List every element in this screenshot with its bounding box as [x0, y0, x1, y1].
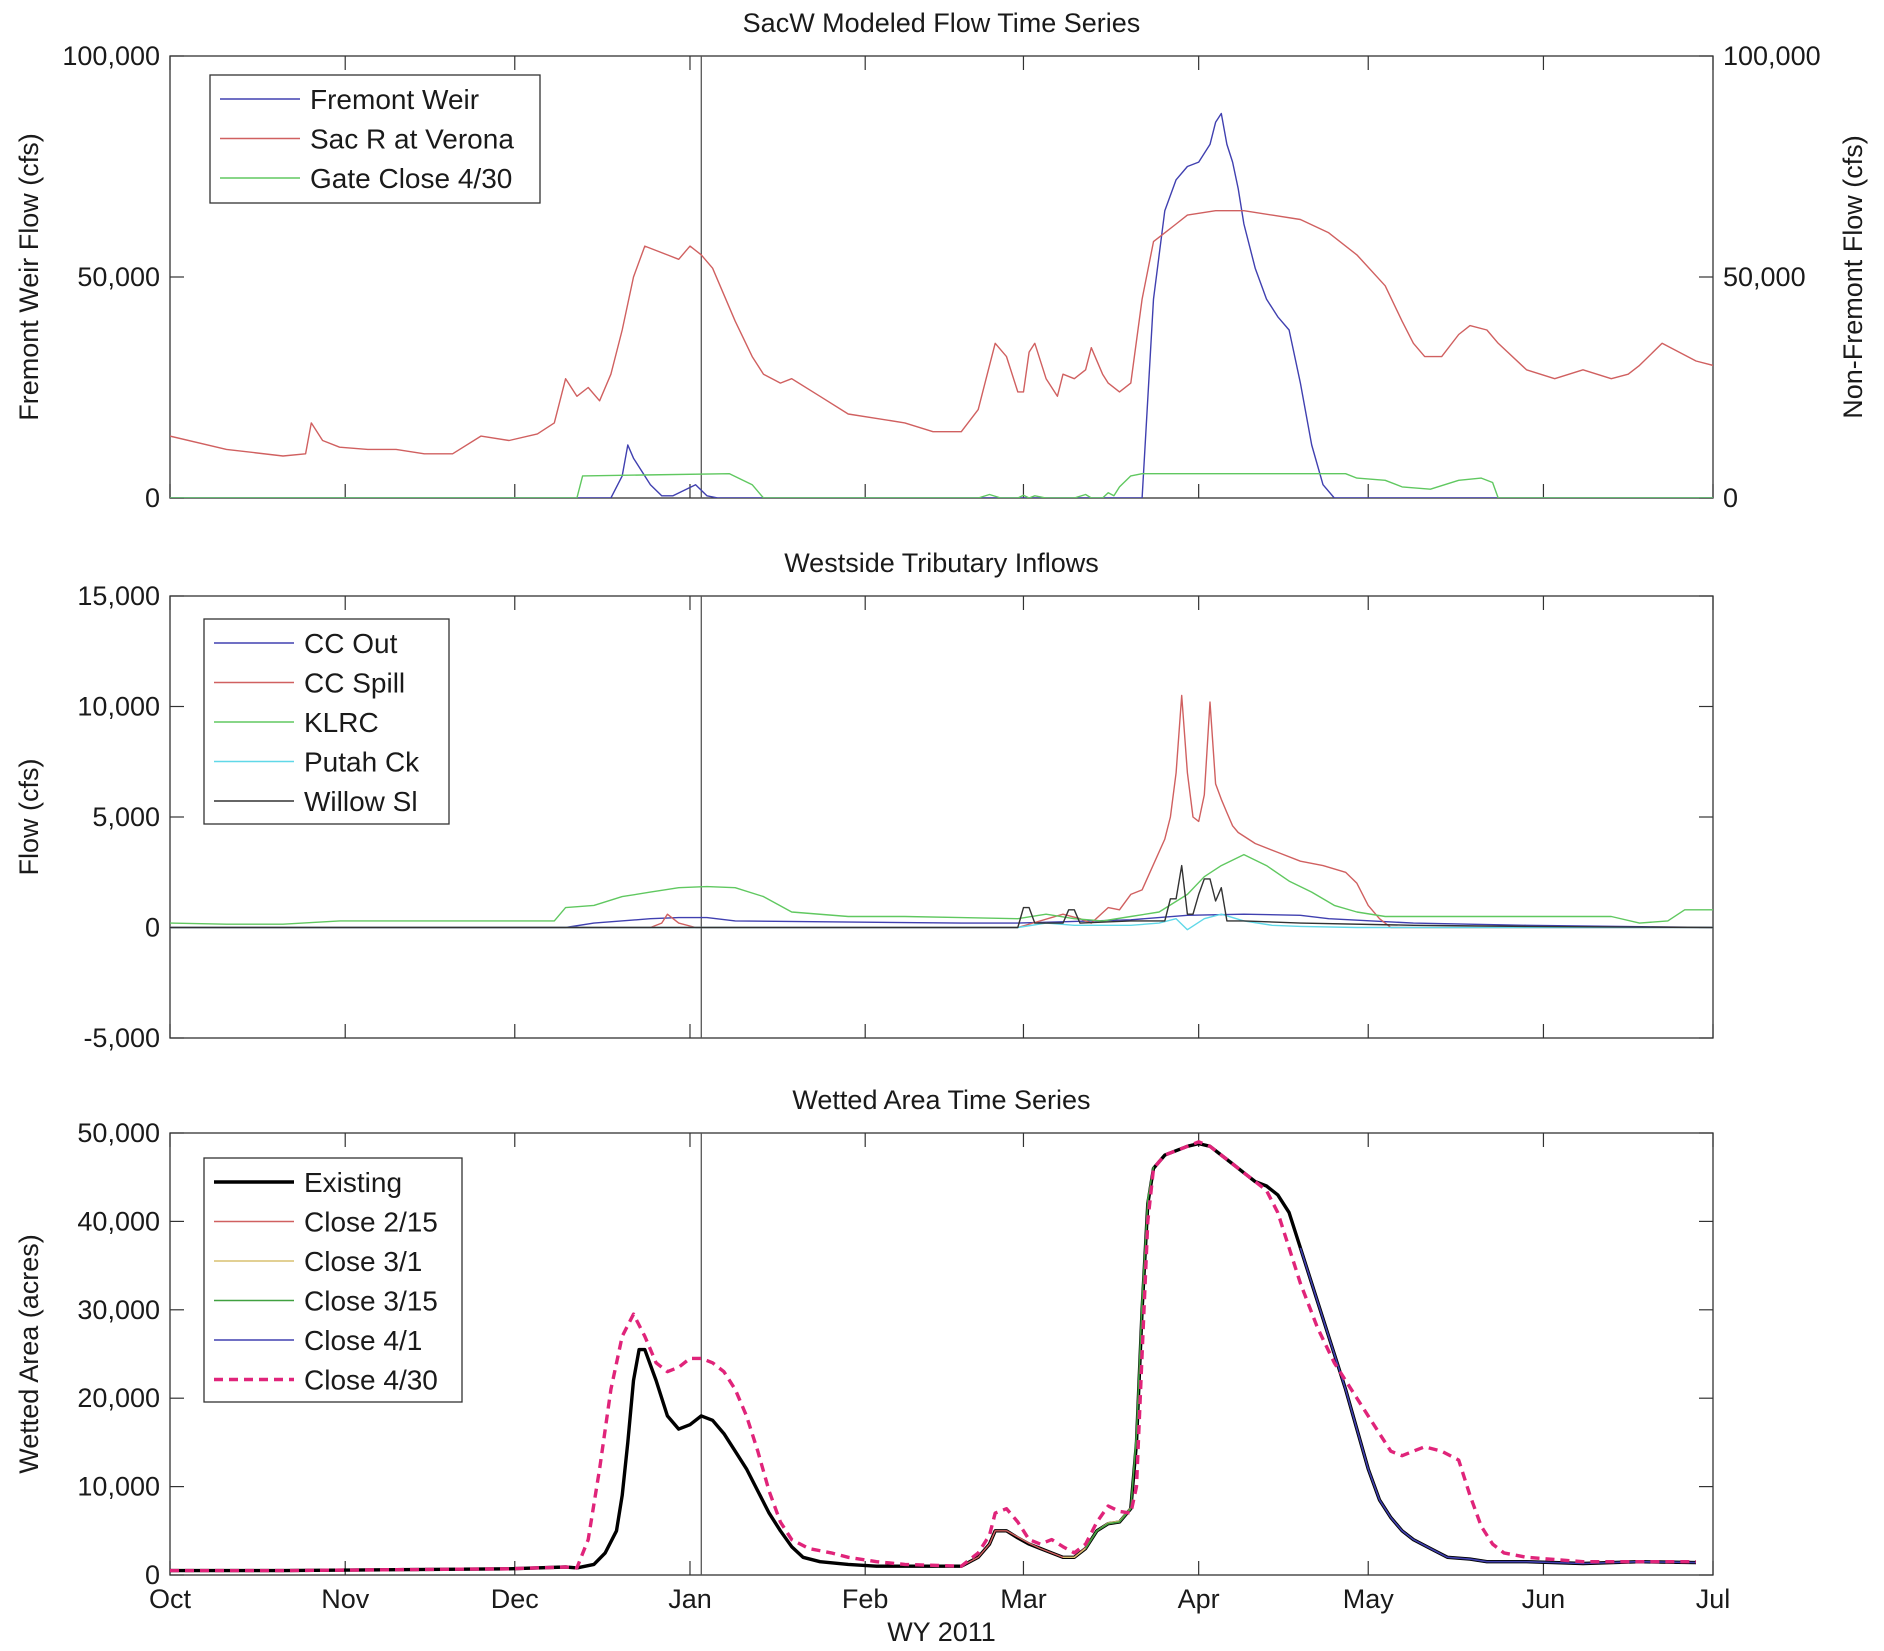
panel-2: Westside Tributary Inflows -5,000 0 5,000 10… — [14, 548, 1714, 1053]
series-line-3 — [170, 853, 1713, 925]
legend-label-1: Existing — [304, 1167, 402, 1198]
series-line-2 — [960, 1508, 1132, 1567]
y-tick-label: 0 — [145, 913, 160, 943]
legend-label-5: Close 4/1 — [304, 1325, 422, 1356]
y-tick-label: 40,000 — [77, 1206, 160, 1236]
x-axis-label: WY 2011 — [887, 1617, 996, 1646]
y-tick-label: 20,000 — [77, 1383, 160, 1413]
series-line-5 — [170, 864, 1713, 929]
y-tick-label: 0 — [145, 483, 160, 513]
series-lines — [170, 112, 1713, 498]
legend-label-2: Sac R at Verona — [310, 124, 514, 155]
series-line-4 — [170, 913, 1713, 931]
y-axis-label: Flow (cfs) — [14, 759, 44, 876]
legend: CC Out CC Spill KLRC Putah Ck Willow Sl — [203, 618, 450, 825]
legend: Fremont Weir Sac R at Verona Gate Close 4/… — [209, 74, 541, 204]
y-axis-label-right: Non-Fremont Flow (cfs) — [1838, 135, 1868, 419]
y-tick-label: 15,000 — [77, 581, 160, 611]
series-line-3 — [170, 473, 1713, 498]
legend-label-4: Putah Ck — [304, 747, 420, 778]
series-line-1 — [170, 112, 1713, 498]
legend-label-1: Fremont Weir — [310, 84, 479, 115]
series-line-6 — [170, 1140, 1696, 1573]
y-axis-label: Wetted Area (acres) — [14, 1234, 44, 1474]
legend-label-3: KLRC — [304, 707, 379, 738]
legend-box — [203, 1157, 463, 1403]
panel-3: Wetted Area Time Series 0 10,000 20,000 30,0… — [14, 1085, 1730, 1614]
series-line-1 — [170, 913, 1713, 929]
y-tick-label: -5,000 — [83, 1023, 160, 1053]
y-tick-label: 100,000 — [62, 41, 160, 71]
legend-label-1: CC Out — [304, 628, 398, 659]
y-tick-label: 10,000 — [77, 1472, 160, 1502]
series-lines — [170, 1140, 1697, 1573]
y-tick-label-right: 50,000 — [1723, 262, 1806, 292]
x-tick-label: Jul — [1696, 1584, 1731, 1614]
y-axis-label: Fremont Weir Flow (cfs) — [14, 133, 44, 421]
legend-label-5: Willow Sl — [304, 786, 418, 817]
legend-label-4: Close 3/15 — [304, 1286, 438, 1317]
series-line-5 — [1299, 1247, 1697, 1565]
y-tick-label-right: 0 — [1723, 483, 1738, 513]
series-lines — [170, 694, 1713, 931]
legend-label-3: Close 3/1 — [304, 1246, 422, 1277]
series-line-2 — [170, 209, 1713, 457]
axes-frame — [169, 1132, 1714, 1576]
y-tick-label: 0 — [145, 1560, 160, 1590]
legend: Existing Close 2/15 Close 3/1 Close 3/15 Clo… — [203, 1157, 463, 1403]
y-tick-label: 5,000 — [92, 802, 160, 832]
panel-title: Westside Tributary Inflows — [784, 548, 1099, 578]
panel-title: Wetted Area Time Series — [792, 1085, 1090, 1115]
x-tick-label: Oct — [149, 1584, 192, 1614]
x-tick-label: Nov — [321, 1584, 370, 1614]
x-tick-label: Apr — [1178, 1584, 1220, 1614]
x-tick-label: Mar — [1000, 1584, 1047, 1614]
x-tick-label: Jun — [1522, 1584, 1566, 1614]
x-tick-label: Jan — [668, 1584, 712, 1614]
y-tick-label: 30,000 — [77, 1295, 160, 1325]
y-tick-label: 50,000 — [77, 262, 160, 292]
x-tick-label: Dec — [491, 1584, 539, 1614]
legend-label-6: Close 4/30 — [304, 1365, 438, 1396]
legend-label-2: CC Spill — [304, 668, 405, 699]
y-tick-label: 50,000 — [77, 1118, 160, 1148]
legend-label-2: Close 2/15 — [304, 1207, 438, 1238]
x-tick-label: May — [1343, 1584, 1395, 1614]
panel-1: SacW Modeled Flow Time Series 0 0 50,000 50,… — [14, 8, 1868, 513]
y-tick-label: 10,000 — [77, 692, 160, 722]
panel-title: SacW Modeled Flow Time Series — [743, 8, 1141, 38]
y-tick-label-right: 100,000 — [1723, 41, 1821, 71]
legend-label-3: Gate Close 4/30 — [310, 163, 512, 194]
x-tick-label: Feb — [842, 1584, 889, 1614]
